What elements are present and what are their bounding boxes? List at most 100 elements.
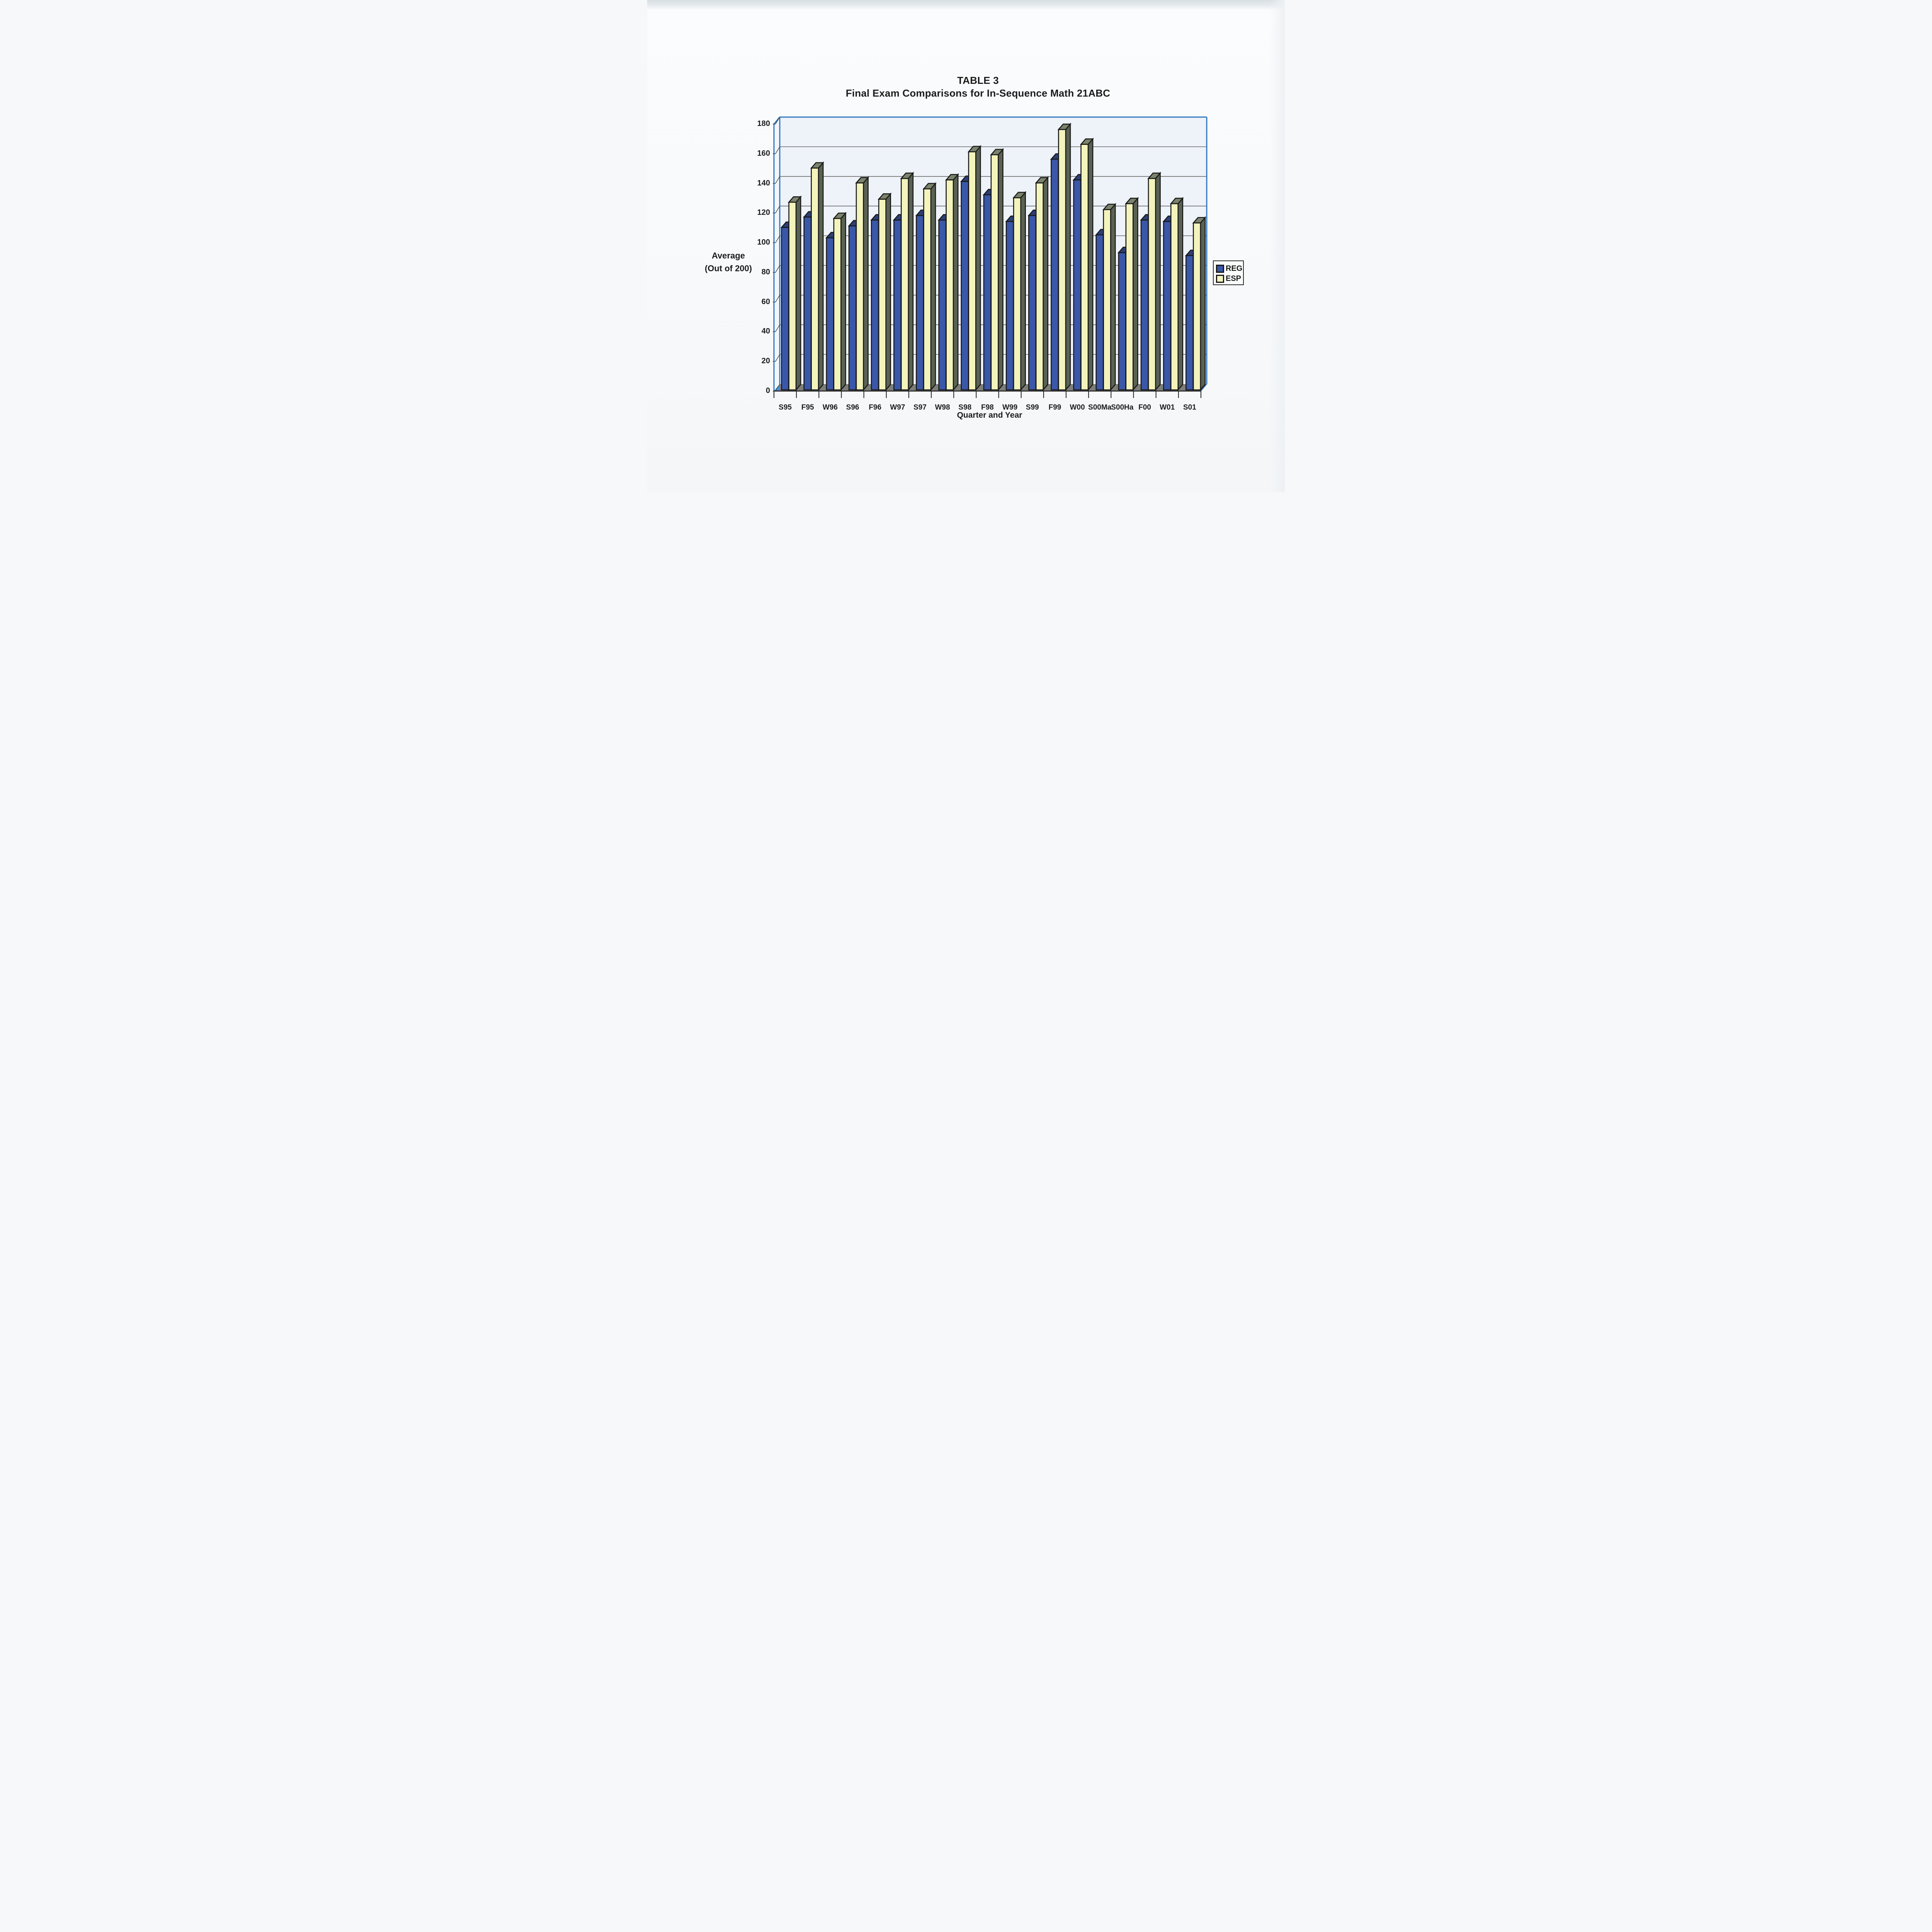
- x-category-label-F95: F95: [801, 403, 814, 412]
- bar-side-face: [975, 145, 981, 391]
- bar-side-face: [840, 211, 846, 391]
- legend-label-reg: REG: [1226, 264, 1243, 273]
- bar-side-face: [1200, 216, 1206, 391]
- y-tick-connector-160: [773, 146, 780, 154]
- bar-esp-W99: [1012, 191, 1027, 391]
- scanned-page: TABLE 3 Final Exam Comparisons for In-Se…: [647, 0, 1285, 492]
- bar-esp-F95: [810, 161, 825, 391]
- bar-front-face: [1103, 209, 1111, 391]
- x-category-label-S99: S99: [1026, 403, 1039, 412]
- bar-esp-S95: [787, 195, 802, 391]
- bar-front-face: [1028, 215, 1037, 391]
- bar-side-face: [795, 195, 801, 391]
- bar-front-face: [855, 182, 864, 391]
- legend-swatch-esp: [1216, 274, 1224, 283]
- bar-front-face: [781, 227, 789, 391]
- x-axis-title: Quarter and Year: [957, 411, 1022, 420]
- chart-title: TABLE 3: [957, 75, 999, 86]
- bar-esp-S00Ma: [1102, 202, 1117, 391]
- frame-bottom-right-diagonal: [1201, 384, 1207, 391]
- bar-front-face: [1185, 255, 1194, 391]
- bar-side-face: [1133, 197, 1138, 391]
- bar-side-face: [1087, 138, 1094, 391]
- bar-front-face: [983, 194, 992, 391]
- bar-esp-W01: [1170, 197, 1184, 391]
- bar-side-face: [818, 161, 824, 391]
- bar-front-face: [1013, 197, 1022, 391]
- y-axis-title-line2: (Out of 200): [704, 264, 752, 273]
- x-category-label-W01: W01: [1160, 403, 1175, 412]
- bar-esp-S97: [922, 182, 937, 391]
- y-tick-connector-20: [773, 354, 780, 362]
- y-tick-connector-140: [773, 176, 780, 184]
- y-tick-label-120: 120: [757, 208, 770, 217]
- x-category-label-S95: S95: [779, 403, 792, 412]
- x-category-label-W99: W99: [1002, 403, 1018, 412]
- x-category-label-S97: S97: [913, 403, 927, 412]
- bar-front-face: [1118, 252, 1126, 391]
- bar-esp-F98: [990, 148, 1004, 391]
- x-category-label-F96: F96: [869, 403, 882, 412]
- bar-front-face: [901, 178, 909, 391]
- bar-front-face: [893, 219, 902, 391]
- bar-side-face: [1020, 191, 1026, 391]
- bar-front-face: [968, 151, 976, 391]
- scanner-edge-artifact-top: [647, 0, 1285, 10]
- x-category-label-W98: W98: [935, 403, 950, 412]
- bar-front-face: [990, 154, 999, 391]
- y-tick-connector-60: [773, 295, 780, 303]
- y-tick-connector-180: [773, 117, 780, 124]
- bar-front-face: [923, 188, 932, 391]
- x-category-label-S01: S01: [1183, 403, 1196, 412]
- y-axis-title: Average (Out of 200): [670, 249, 786, 275]
- bar-esp-W96: [833, 211, 847, 391]
- bar-front-face: [938, 219, 947, 391]
- bar-esp-F96: [878, 192, 892, 391]
- bar-esp-W00: [1080, 138, 1094, 391]
- bar-esp-S99: [1035, 176, 1049, 391]
- chart-title-block: TABLE 3 Final Exam Comparisons for In-Se…: [746, 74, 1210, 100]
- x-category-label-F99: F99: [1048, 403, 1061, 412]
- bar-side-face: [930, 182, 936, 391]
- bar-side-face: [863, 176, 869, 391]
- bar-side-face: [908, 172, 914, 391]
- bar-side-face: [1155, 172, 1161, 391]
- bar-esp-W98: [945, 173, 959, 391]
- y-tick-label-160: 160: [757, 149, 770, 158]
- bar-front-face: [1005, 221, 1014, 391]
- bar-front-face: [1080, 144, 1089, 391]
- x-category-label-S00Ma: S00Ma: [1088, 403, 1112, 412]
- y-tick-label-60: 60: [761, 297, 770, 306]
- bar-front-face: [1125, 203, 1134, 391]
- bar-front-face: [916, 215, 924, 391]
- y-tick-connector-40: [773, 325, 780, 332]
- y-tick-label-180: 180: [757, 119, 770, 128]
- bar-side-face: [885, 192, 891, 391]
- bar-front-face: [788, 201, 797, 391]
- y-axis-title-line1: Average: [711, 251, 745, 260]
- bar-front-face: [1170, 203, 1179, 391]
- bar-side-face: [952, 173, 959, 391]
- bar-front-face: [848, 225, 857, 391]
- bar-front-face: [811, 167, 819, 391]
- x-category-label-W97: W97: [890, 403, 905, 412]
- bar-esp-S01: [1192, 216, 1206, 391]
- bar-front-face: [826, 237, 834, 391]
- bar-esp-F99: [1057, 122, 1071, 391]
- bar-front-face: [1073, 179, 1082, 391]
- y-tick-connector-100: [773, 235, 780, 243]
- x-category-label-S00Ha: S00Ha: [1111, 403, 1134, 412]
- bar-side-face: [1110, 202, 1116, 391]
- y-tick-label-20: 20: [761, 357, 770, 366]
- y-tick-label-80: 80: [761, 267, 770, 276]
- chart-left-wall: [774, 117, 780, 391]
- bar-esp-S98: [967, 145, 982, 391]
- bar-side-face: [1065, 122, 1071, 391]
- x-category-label-W96: W96: [822, 403, 838, 412]
- chart-subtitle: Final Exam Comparisons for In-Sequence M…: [845, 87, 1111, 99]
- legend-item-reg: REG: [1216, 264, 1243, 274]
- bar-front-face: [871, 219, 879, 391]
- bar-front-face: [803, 216, 812, 391]
- y-tick-label-0: 0: [765, 386, 770, 395]
- bar-front-face: [833, 218, 842, 391]
